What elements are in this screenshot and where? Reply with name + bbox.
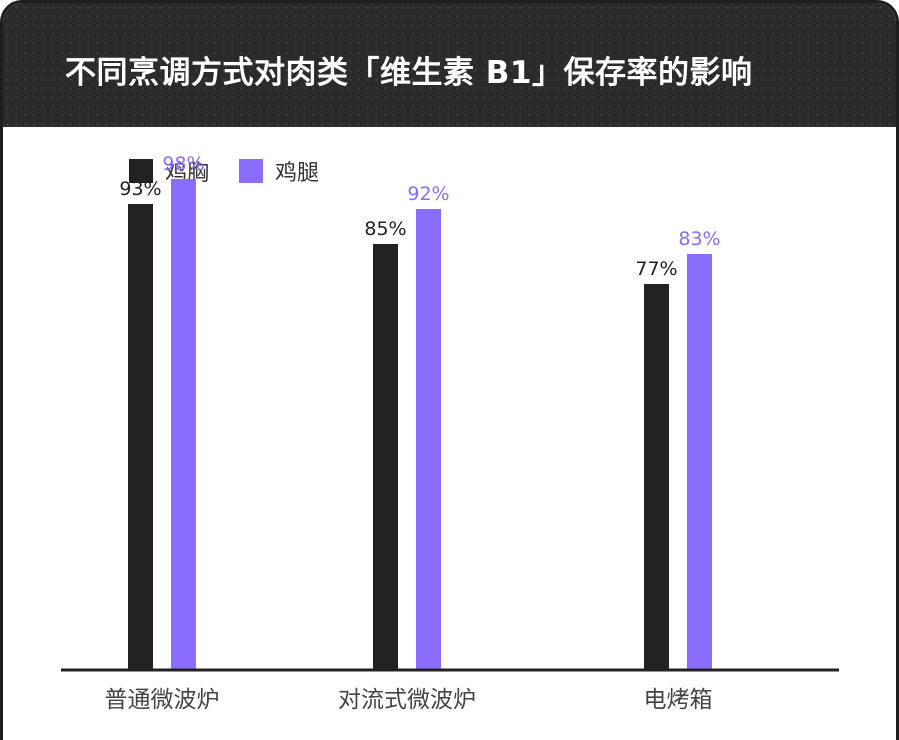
data-label-chicken-breast-0: 93% xyxy=(119,178,161,200)
data-label-chicken-breast-1: 85% xyxy=(364,218,406,240)
x-tick-label-0: 普通微波炉 xyxy=(105,687,220,713)
legend-swatch-chicken-thigh xyxy=(239,159,264,183)
data-label-chicken-thigh-1: 92% xyxy=(407,183,449,205)
data-label-chicken-breast-2: 77% xyxy=(635,258,677,280)
x-tick-label-1: 对流式微波炉 xyxy=(338,687,476,713)
x-tick-label-2: 电烤箱 xyxy=(644,687,713,713)
data-label-chicken-thigh-0: 98% xyxy=(162,153,204,175)
header-banner: 不同烹调方式对肉类「维生素 B1」保存率的影响 xyxy=(3,3,896,127)
bar-chicken-thigh-0 xyxy=(171,179,196,669)
bar-chicken-breast-1 xyxy=(373,244,398,669)
legend: 鸡胸 鸡腿 xyxy=(129,155,349,187)
legend-swatch-chicken-breast xyxy=(129,159,153,183)
bar-chicken-breast-0 xyxy=(128,204,153,669)
legend-item-chicken-thigh: 鸡腿 xyxy=(239,155,319,187)
legend-label-chicken-thigh: 鸡腿 xyxy=(275,161,320,186)
bar-chicken-thigh-2 xyxy=(687,254,712,669)
legend-item-chicken-breast: 鸡胸 xyxy=(129,155,209,187)
bar-chicken-thigh-1 xyxy=(416,209,441,669)
data-label-chicken-thigh-2: 83% xyxy=(678,228,720,250)
bar-chicken-breast-2 xyxy=(644,284,669,669)
chart-title: 不同烹调方式对肉类「维生素 B1」保存率的影响 xyxy=(65,55,753,91)
